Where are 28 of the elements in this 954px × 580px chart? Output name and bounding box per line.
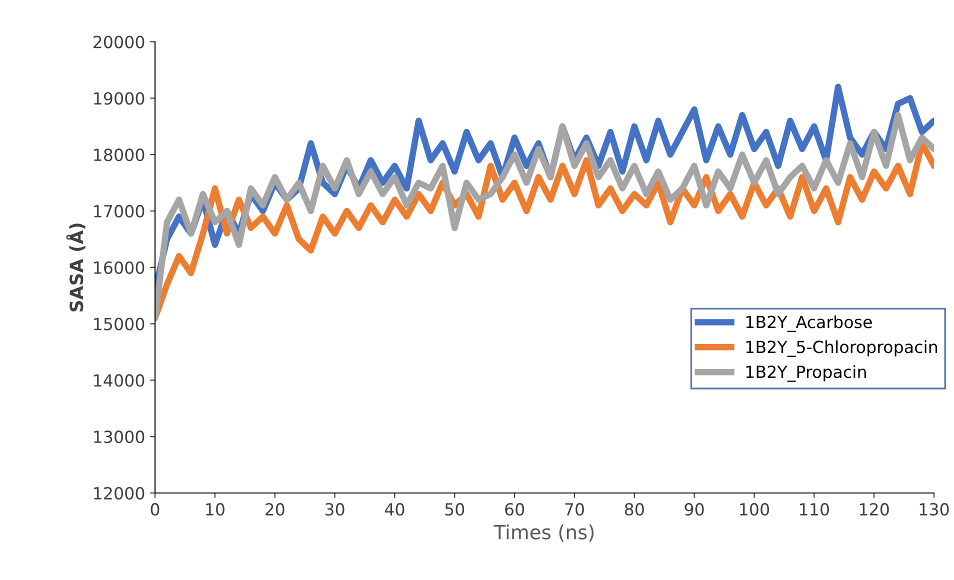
x-tick-label: 50: [445, 503, 464, 516]
x-tick-label: 40: [384, 503, 404, 516]
y-tick-label: 17000: [94, 204, 144, 218]
x-tick-label: 130: [920, 503, 949, 516]
y-axis-title: SASA (Å): [66, 224, 86, 312]
x-tick-label: 0: [150, 503, 160, 516]
legend-label: 1B2Y_5-Chloropropacin: [746, 340, 938, 357]
x-tick-label: 70: [565, 503, 584, 516]
y-tick-label: 14000: [94, 374, 144, 387]
x-tick-label: 110: [800, 503, 829, 516]
x-tick-label: 120: [860, 503, 889, 516]
y-tick-label: 20000: [94, 36, 144, 48]
x-tick-label: 30: [325, 503, 344, 516]
x-tick-label: 100: [740, 503, 770, 516]
x-tick-label: 20: [265, 503, 284, 516]
x-tick-label: 10: [206, 503, 224, 516]
y-tick-label: 12000: [94, 486, 144, 500]
x-axis-title: Times (ns): [494, 524, 594, 542]
x-tick-label: 80: [624, 503, 644, 516]
x-tick-label: 90: [684, 503, 704, 516]
y-tick-label: 13000: [94, 430, 144, 444]
legend-label: 1B2Y_Propacin: [746, 365, 866, 382]
y-tick-label: 18000: [94, 148, 144, 162]
y-tick-label: 16000: [94, 261, 144, 274]
legend-label: 1B2Y_Acarbose: [746, 315, 872, 332]
y-tick-label: 19000: [94, 92, 144, 105]
x-tick-label: 60: [505, 503, 524, 516]
y-tick-label: 15000: [94, 318, 144, 330]
